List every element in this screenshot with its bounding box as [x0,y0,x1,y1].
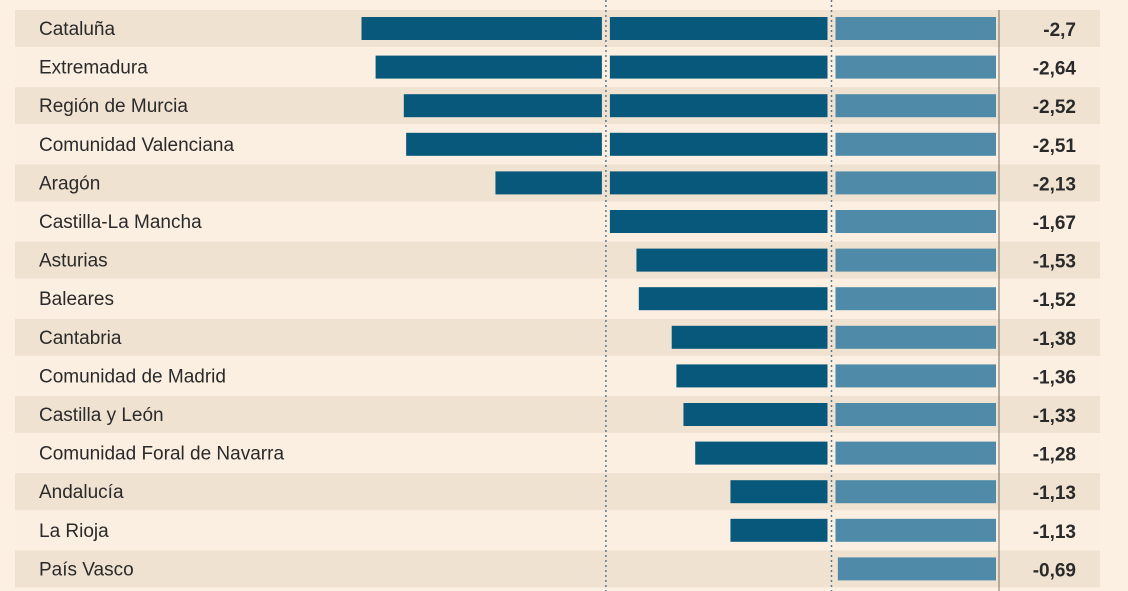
bar-dark-segment [609,94,828,118]
value-label: -1,52 [1033,290,1076,311]
value-label: -1,13 [1033,522,1076,543]
bar-dark-segment [609,210,828,233]
value-label: -1,13 [1033,483,1076,504]
value-label: -2,52 [1033,97,1076,118]
bar-dark-segment [609,132,828,156]
bar-light-segment [835,480,996,504]
bar-light-segment [835,94,996,118]
bar-light-segment [837,557,996,581]
bar-dark-segment [636,248,828,272]
value-label: -1,67 [1033,213,1076,234]
bar-light-segment [835,403,996,426]
bar-dark-segment [495,171,602,195]
value-label: -2,7 [1043,20,1076,41]
value-label: -2,64 [1033,59,1077,80]
value-label: -1,28 [1033,445,1076,466]
bar-light-segment [835,364,996,388]
value-label: -1,36 [1033,367,1076,388]
bar-light-segment [835,287,996,311]
bar-light-segment [835,210,996,233]
value-label: -2,13 [1033,174,1076,195]
category-label: Baleares [39,289,114,310]
bar-dark-segment [676,364,828,388]
bar-dark-segment [375,55,602,79]
bar-light-segment [835,441,996,465]
category-label: Castilla-La Mancha [39,212,202,233]
value-label: -1,53 [1033,252,1076,273]
bar-light-segment [835,518,996,542]
bar-light-segment [835,248,996,272]
category-label: Castilla y León [39,405,164,426]
bar-dark-segment [361,17,602,40]
category-label: Asturias [39,251,108,272]
category-label: Comunidad de Madrid [39,366,226,387]
bar-dark-segment [730,480,828,504]
category-label: Aragón [39,173,100,194]
bar-dark-segment [609,55,828,79]
bar-dark-segment [730,518,828,542]
category-label: Comunidad Foral de Navarra [39,444,284,465]
bar-light-segment [835,171,996,195]
category-label: Extremadura [39,58,148,79]
value-label: -2,51 [1033,136,1077,157]
category-label: La Rioja [39,521,109,542]
value-label: -1,38 [1033,329,1076,350]
category-label: Cataluña [39,19,115,40]
category-label: País Vasco [39,559,134,580]
bar-light-segment [835,132,996,156]
value-label: -1,33 [1033,406,1076,427]
category-label: Cantabria [39,328,122,349]
bar-light-segment [835,55,996,79]
bar-dark-segment [406,132,602,156]
bar-dark-segment [695,441,828,465]
category-label: Comunidad Valenciana [39,135,234,156]
category-label: Región de Murcia [39,96,188,117]
bar-dark-segment [671,325,828,349]
bar-dark-segment [403,94,602,118]
bar-dark-segment [638,287,828,311]
bar-dark-segment [683,403,828,426]
bar-light-segment [835,17,996,40]
value-label: -0,69 [1033,560,1076,581]
category-label: Andalucía [39,482,124,503]
bar-dark-segment [609,17,828,40]
bar-light-segment [835,325,996,349]
bar-dark-segment [609,171,828,195]
